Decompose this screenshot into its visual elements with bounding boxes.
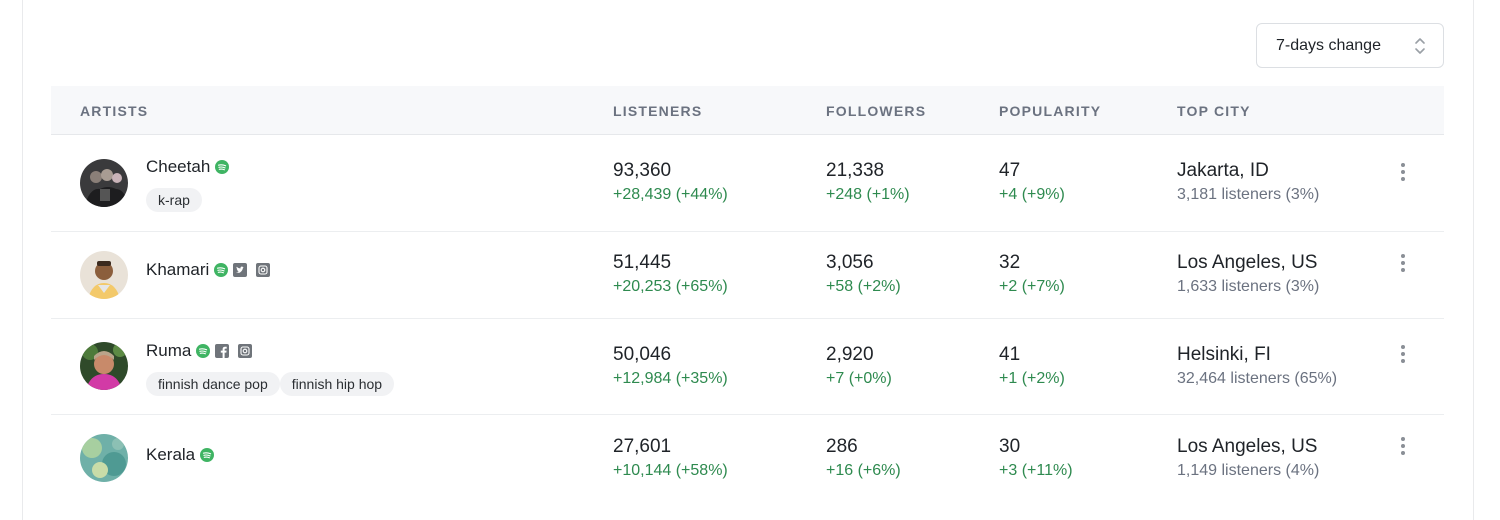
spotify-icon[interactable] (214, 263, 228, 277)
facebook-icon[interactable] (215, 344, 229, 358)
top-city: Los Angeles, US (1177, 252, 1319, 274)
top-city-listeners: 1,633 listeners (3%) (1177, 276, 1319, 298)
artist-name[interactable]: Khamari (146, 260, 209, 280)
listeners-value: 51,445 (613, 252, 728, 274)
table-row[interactable]: Kerala 27,601 +10,144 (+58%) 286 +16 (+6… (51, 415, 1444, 500)
twitter-icon[interactable] (233, 263, 247, 277)
followers-change: +248 (+1%) (826, 184, 910, 206)
instagram-icon[interactable] (238, 344, 252, 358)
popularity-change: +4 (+9%) (999, 184, 1065, 206)
listeners-change: +28,439 (+44%) (613, 184, 728, 206)
genre-tag[interactable]: k-rap (146, 188, 202, 212)
spotify-icon[interactable] (196, 344, 210, 358)
top-city-listeners: 32,464 listeners (65%) (1177, 368, 1337, 390)
artist-name[interactable]: Ruma (146, 341, 191, 361)
top-city: Jakarta, ID (1177, 160, 1319, 182)
column-header-top-city[interactable]: TOP CITY (1177, 103, 1251, 119)
listeners-change: +10,144 (+58%) (613, 460, 728, 482)
spotify-icon[interactable] (215, 160, 229, 174)
spotify-icon[interactable] (200, 448, 214, 462)
top-city: Helsinki, FI (1177, 344, 1337, 366)
more-options-icon[interactable] (1396, 343, 1410, 365)
listeners-value: 93,360 (613, 160, 728, 182)
popularity-value: 30 (999, 436, 1073, 458)
followers-change: +7 (+0%) (826, 368, 892, 390)
avatar (80, 434, 128, 482)
more-options-icon[interactable] (1396, 252, 1410, 274)
followers-value: 3,056 (826, 252, 901, 274)
followers-change: +16 (+6%) (826, 460, 901, 482)
top-city-listeners: 1,149 listeners (4%) (1177, 460, 1319, 482)
listeners-value: 27,601 (613, 436, 728, 458)
change-period-select-value: 7-days change (1276, 37, 1381, 55)
popularity-value: 47 (999, 160, 1065, 182)
change-period-select[interactable]: 7-days change (1256, 23, 1444, 68)
table-header: ARTISTS LISTENERS FOLLOWERS POPULARITY T… (51, 86, 1444, 135)
avatar (80, 342, 128, 390)
genre-tag[interactable]: finnish dance pop (146, 372, 280, 396)
genre-tag[interactable]: finnish hip hop (280, 372, 394, 396)
table-row[interactable]: Cheetah k-rap 93,360 +28,439 (+44%) 21,3… (51, 135, 1444, 232)
artist-name[interactable]: Cheetah (146, 157, 210, 177)
followers-change: +58 (+2%) (826, 276, 901, 298)
popularity-change: +1 (+2%) (999, 368, 1065, 390)
popularity-value: 41 (999, 344, 1065, 366)
avatar (80, 251, 128, 299)
artist-name[interactable]: Kerala (146, 445, 195, 465)
followers-value: 286 (826, 436, 901, 458)
more-options-icon[interactable] (1396, 161, 1410, 183)
popularity-change: +3 (+11%) (999, 460, 1073, 482)
popularity-value: 32 (999, 252, 1065, 274)
top-city-listeners: 3,181 listeners (3%) (1177, 184, 1319, 206)
listeners-change: +20,253 (+65%) (613, 276, 728, 298)
chevron-up-down-icon (1413, 36, 1427, 56)
instagram-icon[interactable] (256, 263, 270, 277)
followers-value: 21,338 (826, 160, 910, 182)
listeners-change: +12,984 (+35%) (613, 368, 728, 390)
column-header-listeners[interactable]: LISTENERS (613, 103, 702, 119)
avatar (80, 159, 128, 207)
table-row[interactable]: Ruma finnish dance pop finnish hip hop 5… (51, 319, 1444, 415)
column-header-artists[interactable]: ARTISTS (80, 103, 148, 119)
followers-value: 2,920 (826, 344, 892, 366)
column-header-popularity[interactable]: POPULARITY (999, 103, 1101, 119)
table-row[interactable]: Khamari 51,445 +20,253 (+65%) 3,056 +58 … (51, 232, 1444, 319)
listeners-value: 50,046 (613, 344, 728, 366)
more-options-icon[interactable] (1396, 435, 1410, 457)
popularity-change: +2 (+7%) (999, 276, 1065, 298)
column-header-followers[interactable]: FOLLOWERS (826, 103, 926, 119)
top-city: Los Angeles, US (1177, 436, 1319, 458)
